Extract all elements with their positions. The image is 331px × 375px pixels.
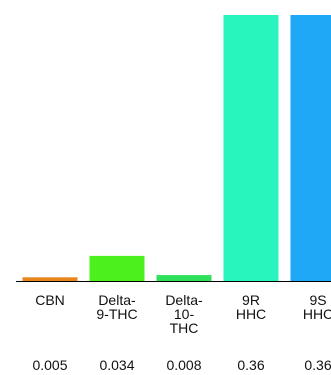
category-label-line: 9-THC	[96, 306, 137, 322]
category-label-line: HHC	[236, 306, 266, 322]
value-label-5: 0.36	[304, 357, 331, 373]
bar-2	[89, 255, 145, 281]
category-label-3: Delta-10-THC	[165, 292, 203, 336]
bar-3	[156, 275, 212, 281]
category-label-line: THC	[170, 320, 199, 336]
category-label-2: Delta-9-THC	[96, 292, 137, 322]
category-label-line: CBN	[35, 292, 65, 308]
value-labels: 0.005 0.034 0.008 0.36 0.36	[32, 357, 331, 373]
category-label-4: 9R HHC	[236, 292, 266, 322]
category-label-5: 9S HHC	[303, 292, 331, 322]
category-label-line: Delta-	[98, 292, 136, 308]
category-label-line: HHC	[303, 306, 331, 322]
category-label-line: 9S	[309, 292, 326, 308]
category-label-1: CBN	[35, 292, 65, 308]
category-label-line: 9R	[242, 292, 260, 308]
bar-1	[22, 277, 78, 281]
category-label-line: Delta-	[165, 292, 203, 308]
bar-4	[223, 15, 279, 281]
value-label-4: 0.36	[237, 357, 264, 373]
value-label-3: 0.008	[166, 357, 201, 373]
value-label-1: 0.005	[32, 357, 67, 373]
category-label-line: 10-	[174, 306, 195, 322]
value-label-2: 0.034	[99, 357, 134, 373]
bars-group	[22, 15, 331, 281]
bar-5	[290, 15, 331, 281]
